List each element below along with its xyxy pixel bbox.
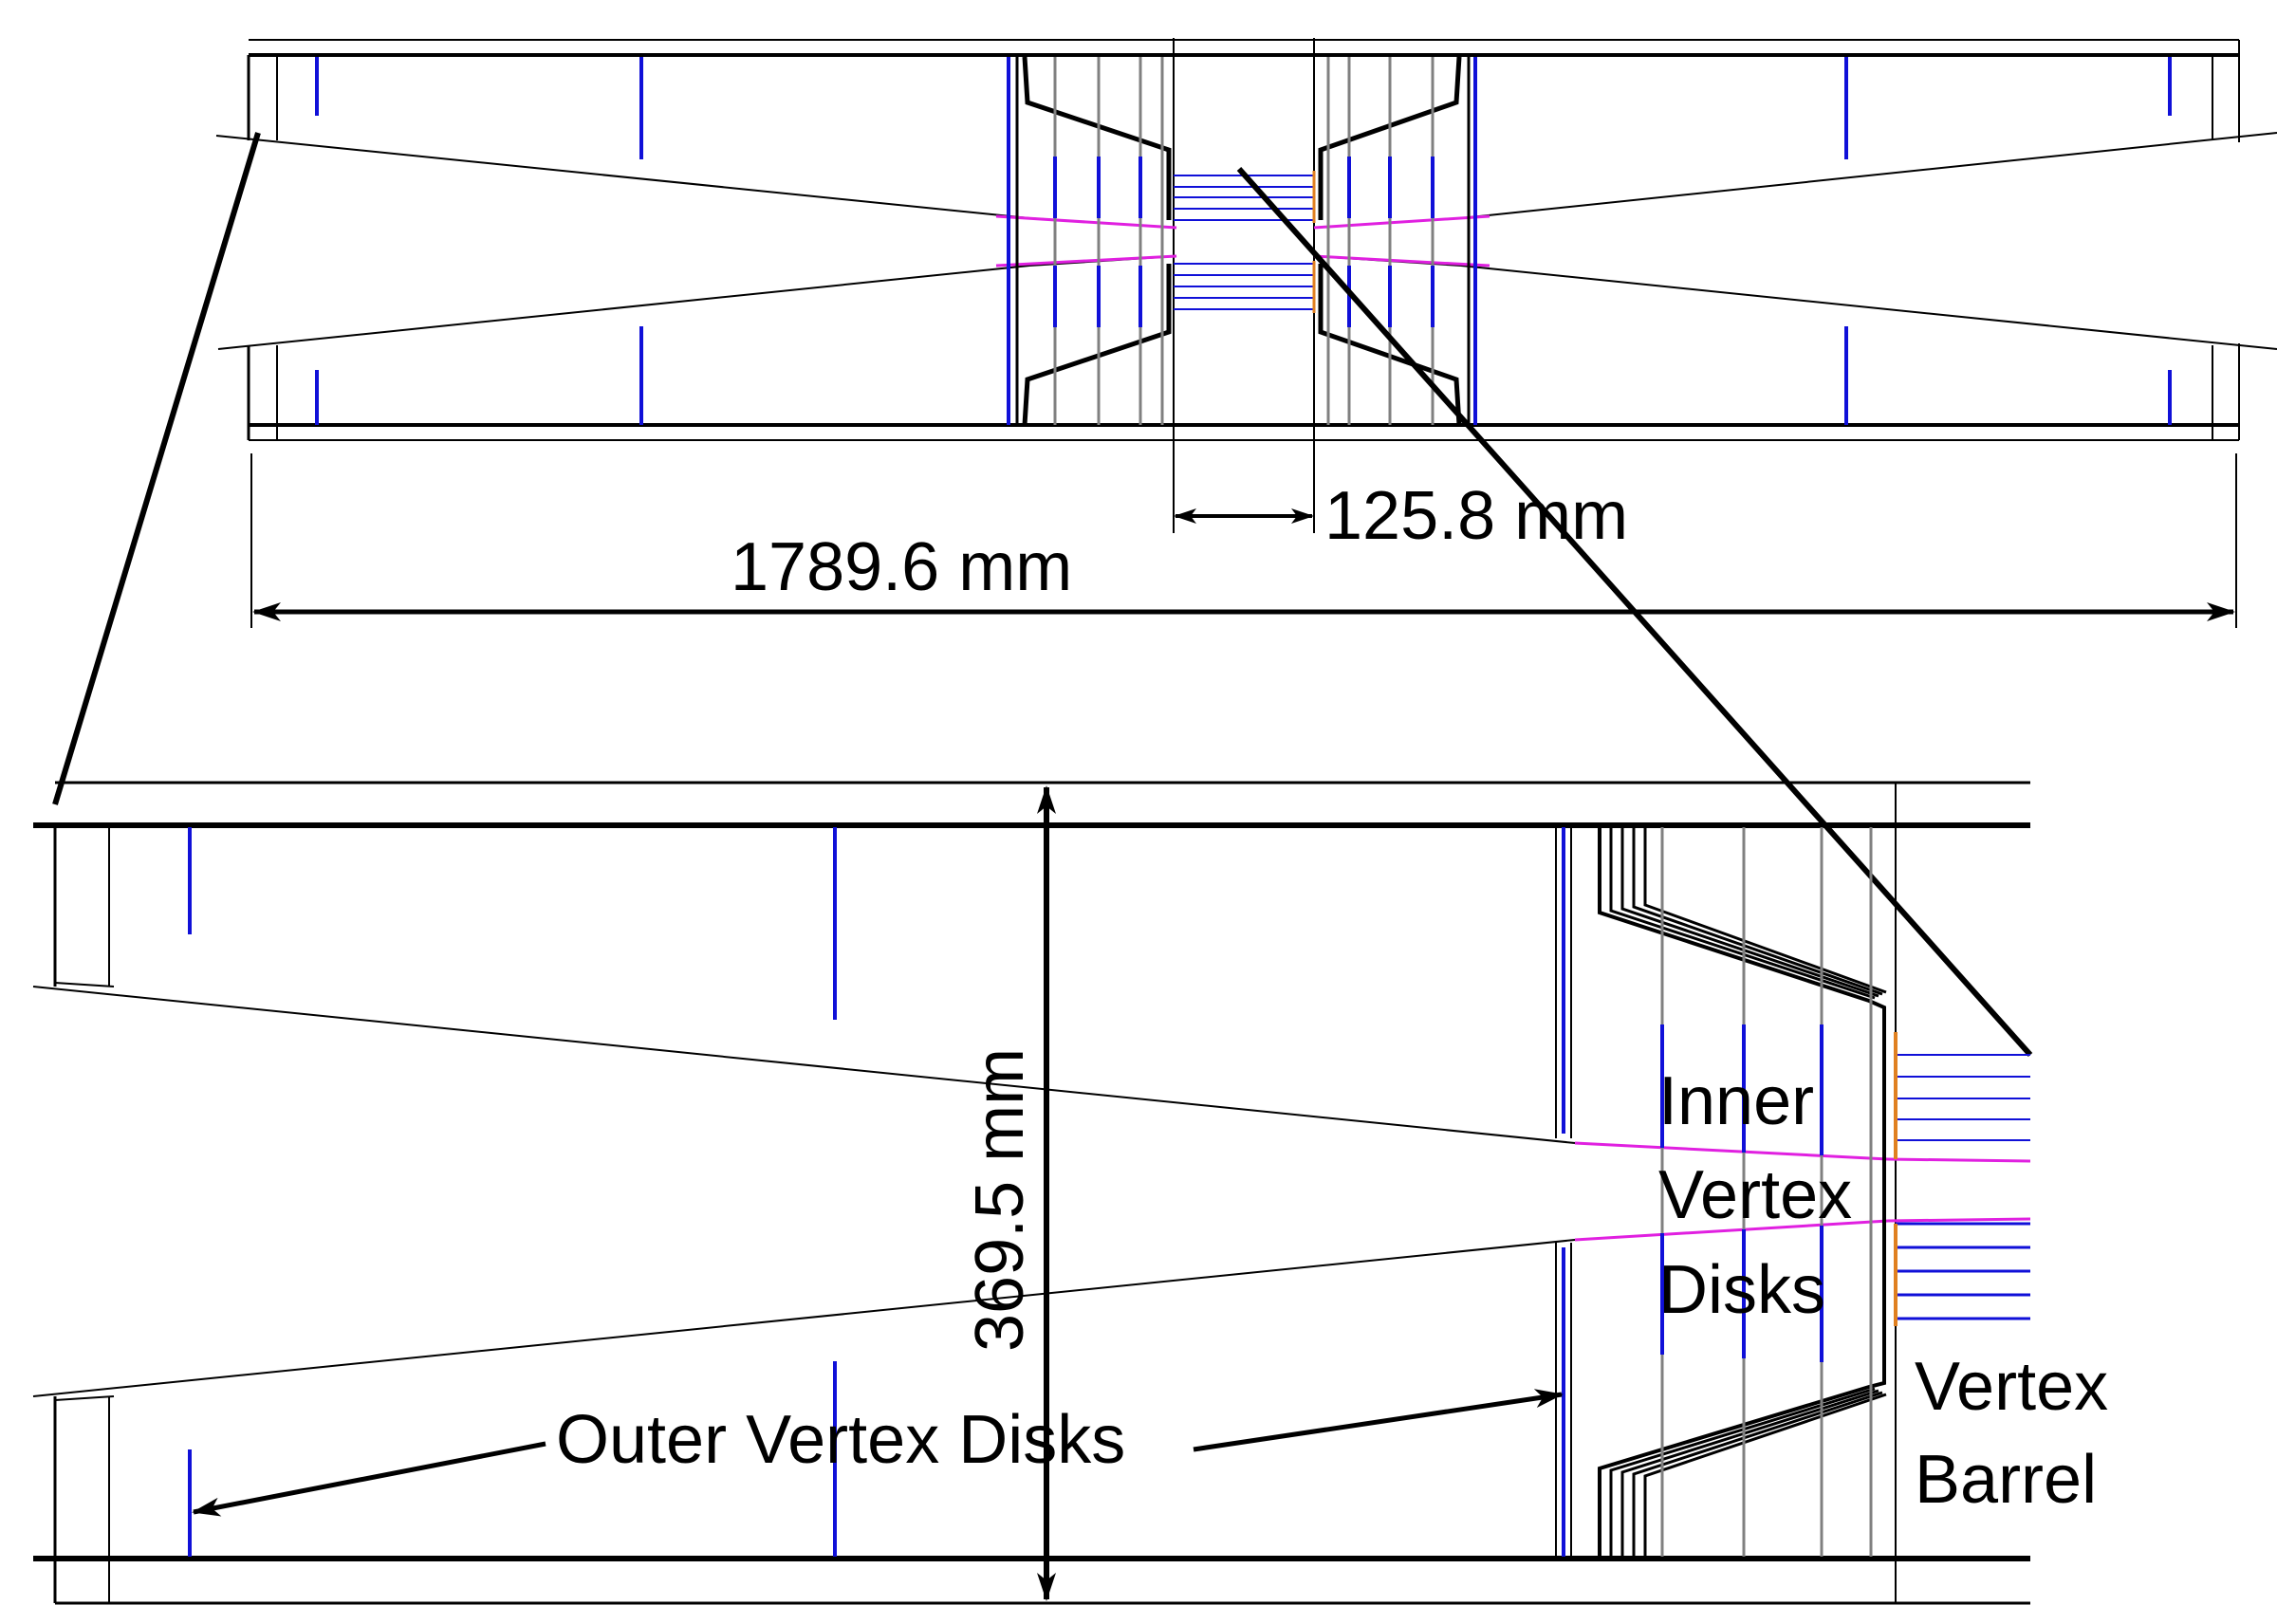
detail-barrel-layers-lower: [1896, 1222, 2030, 1320]
barrel-length-label: 125.8 mm: [1324, 478, 1628, 554]
overview-support-cones: [1015, 56, 1471, 426]
detail-barrel-layers: [1896, 1054, 2030, 1141]
zoom-connectors: [52, 132, 2033, 1057]
detail-inner-disks: [1660, 1024, 1823, 1362]
overview-barrel-layers: [1174, 175, 1314, 310]
barrel-length-dimension: 125.8 mm: [1173, 425, 1628, 554]
overview-inner-disks: [1053, 157, 1435, 327]
detail-support-cones: [1598, 827, 1887, 1557]
inner-disks-label-line3: Disks: [1658, 1252, 1825, 1328]
height-dimension: 369.5 mm: [962, 785, 1056, 1601]
inner-disks-callout: Inner Vertex Disks: [1658, 1063, 1852, 1328]
overview-layers: [1053, 57, 1435, 425]
overview-cones: [215, 132, 2277, 350]
overview-beampipe: [995, 214, 1490, 268]
detail-view: 369.5 mm Outer Vertex Disks Inner Vertex…: [32, 781, 2108, 1605]
vertex-barrel-callout: Vertex Barrel: [1915, 1349, 2108, 1518]
overview-outer-disks: [315, 57, 2172, 425]
inner-disks-label-line2: Vertex: [1658, 1157, 1852, 1233]
vertex-barrel-label-line2: Barrel: [1915, 1442, 2097, 1518]
vertex-barrel-label-line1: Vertex: [1915, 1349, 2108, 1425]
overview-frame: [247, 38, 2240, 441]
detail-outer-disks: [188, 827, 1565, 1557]
overall-length-dimension: 1789.6 mm: [250, 453, 2237, 628]
height-label: 369.5 mm: [962, 1048, 1038, 1352]
overview-view: 1789.6 mm 125.8 mm: [215, 38, 2277, 628]
overall-length-label: 1789.6 mm: [731, 529, 1072, 605]
detail-beampipe: [1574, 1141, 2031, 1242]
detail-cones: [32, 982, 1576, 1401]
detail-frame: [33, 781, 2030, 1605]
inner-disks-label-line1: Inner: [1658, 1063, 1814, 1139]
outer-disks-callout: Outer Vertex Disks: [192, 1389, 1564, 1517]
detail-layers: [1660, 827, 1873, 1557]
outer-disks-label: Outer Vertex Disks: [556, 1402, 1125, 1478]
